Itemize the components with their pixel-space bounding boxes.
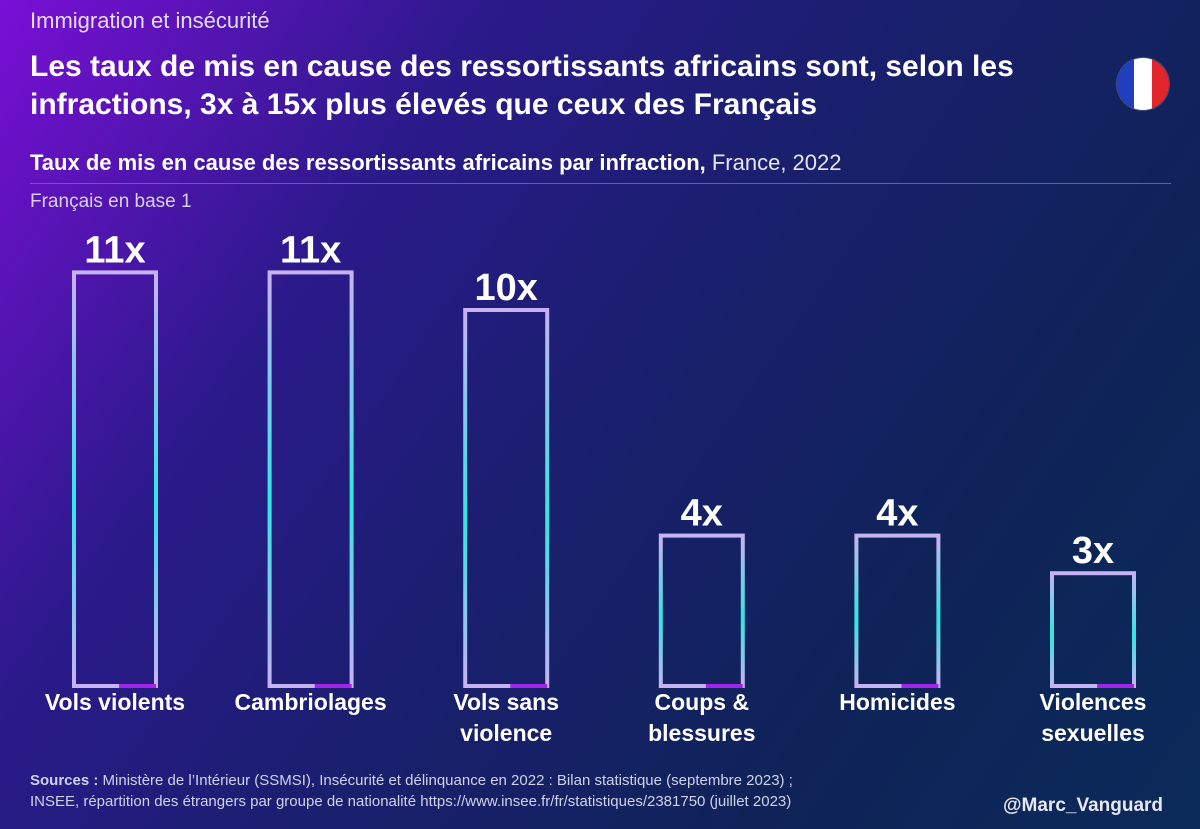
sources-line-2: INSEE, répartition des étrangers par gro… [30,793,792,810]
bar-2 [463,308,550,688]
category-label-3-1: blessures [648,720,755,746]
headline: Les taux de mis en cause des ressortissa… [30,50,1014,121]
category-label-5-0: Violences [1040,689,1147,715]
value-label-3: 4x [681,493,723,535]
flag-white-stripe [1134,58,1152,110]
value-label-4: 4x [876,493,918,535]
base-note: Français en base 1 [30,191,192,212]
category-label-5-1: sexuelles [1041,720,1145,746]
bar-4 [854,533,941,688]
author-handle: @Marc_Vanguard [1003,795,1164,816]
bar-5 [1050,571,1136,689]
bar-3 [658,533,745,688]
category-label-4-0: Homicides [839,689,955,715]
sources-text-1: Ministère de l’Intérieur (SSMSI), Insécu… [98,772,793,789]
flag-red-stripe [1151,58,1169,110]
bar-1 [267,270,354,688]
category-label-3-0: Coups & [655,689,750,715]
chart-subtitle: Taux de mis en cause des ressortissants … [30,150,842,176]
bars-group: 11x Vols violents 11x Cambriolages 10x Vols s… [45,229,1147,746]
value-label-1: 11x [280,229,341,271]
flag-blue-stripe [1117,58,1135,110]
divider [30,183,1171,184]
category-label-1-0: Cambriolages [235,689,387,715]
category-label-2-0: Vols sans [453,689,559,715]
category-label-2-1: violence [460,720,552,746]
bar-0 [72,270,158,688]
sources-line-1: Sources : Ministère de l’Intérieur (SSMS… [30,770,793,791]
sources-note: Sources : Ministère de l’Intérieur (SSMS… [30,770,793,812]
topic-label: Immigration et insécurité [30,8,270,33]
sources-label: Sources : [30,772,99,789]
france-flag-icon [1117,58,1169,110]
value-label-5: 3x [1072,530,1114,572]
subtitle-rest: France, 2022 [705,150,842,175]
value-label-0: 11x [84,229,145,271]
value-label-2: 10x [474,267,537,309]
category-label-0-0: Vols violents [45,689,185,715]
subtitle-bold: Taux de mis en cause des ressortissants … [30,150,706,175]
